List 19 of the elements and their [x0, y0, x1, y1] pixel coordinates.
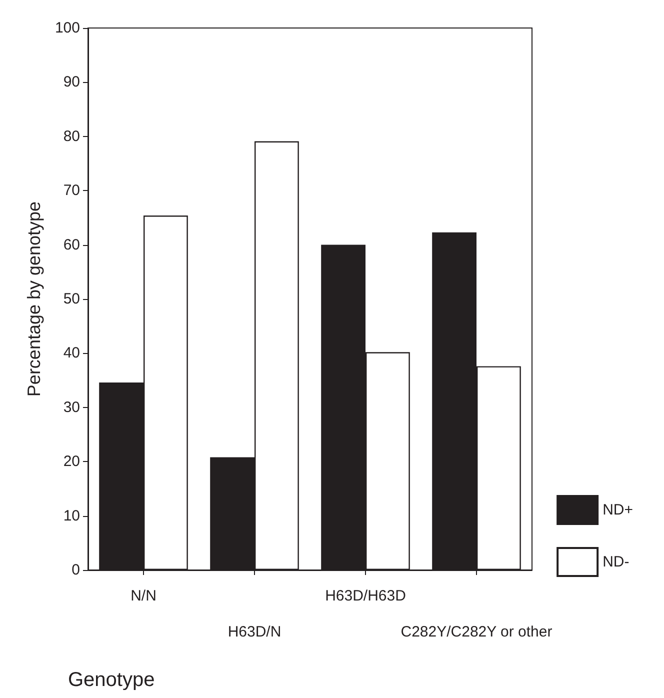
x-tick-label: C282Y/C282Y or other — [400, 624, 552, 640]
y-tick-label: 20 — [63, 453, 80, 470]
x-tick-label: H63D/H63D — [325, 588, 406, 604]
legend-label: ND+ — [602, 502, 634, 518]
y-tick-label: 50 — [63, 290, 80, 308]
y-tick-label: 40 — [63, 344, 80, 362]
y-tick-label: 90 — [63, 74, 80, 91]
y-tick-label: 70 — [63, 182, 80, 200]
x-tick-label: H63D/N — [228, 624, 282, 640]
legend-label: ND- — [602, 554, 630, 570]
y-axis-title: Percentage by genotype — [24, 201, 44, 397]
y-tick-label: 10 — [63, 507, 80, 524]
x-tick-label: N/N — [130, 588, 156, 604]
x-axis-title: Genotype — [68, 669, 155, 691]
y-tick-label: 80 — [63, 128, 80, 145]
y-tick-label: 100 — [54, 20, 80, 36]
y-tick-label: 60 — [63, 236, 80, 254]
y-tick-label: 30 — [63, 398, 80, 416]
y-tick-label: 0 — [72, 562, 80, 578]
